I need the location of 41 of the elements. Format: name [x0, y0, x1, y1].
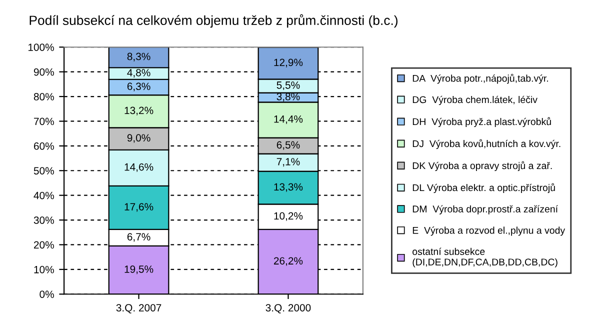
legend-label: DK Výroba a opravy strojů a zař. — [412, 161, 552, 172]
data-label: 26,2% — [274, 257, 303, 266]
y-tick-label: 70% — [34, 118, 54, 126]
data-label: 13,3% — [274, 183, 303, 192]
y-tick-label: 50% — [34, 167, 54, 174]
data-label: 6,7% — [127, 233, 150, 242]
y-tick-label: 30% — [34, 216, 54, 224]
legend-label: DL Výroba elektr. a optic.přístrojů — [412, 183, 555, 194]
legend-label: DM Výroba dopr.prostř.a zařízení — [412, 205, 558, 214]
y-tick-label: 40% — [34, 192, 54, 200]
data-label: 13,2% — [124, 106, 154, 116]
y-tick-label: 90% — [34, 68, 54, 76]
y-tick-label: 0% — [40, 290, 54, 298]
data-label: 17,6% — [124, 203, 154, 212]
legend-label: DA Výroba potr.,nápojů,tab.výr. — [412, 74, 548, 84]
chart-title: Podíl subsekcí na celkovém objemu tržeb z prům.činnosti (b.c.) — [30, 14, 398, 28]
x-tick-label: 3.Q. 2007 — [116, 304, 162, 314]
data-label: 8,3% — [127, 52, 150, 62]
data-label: 9,0% — [127, 134, 150, 143]
legend-label: E Výroba a rozvod el.,plynu a vody — [412, 226, 566, 236]
data-label: 19,5% — [124, 265, 154, 274]
y-tick-label: 20% — [34, 241, 54, 249]
y-tick-label: 100% — [28, 44, 54, 51]
legend-label: DH Výroba pryž.a plast.výrobků — [412, 117, 551, 128]
legend-label: ostatní subsekce (DI,DE,DN,DF,CA,DB,DD,CB,DC) — [412, 248, 558, 268]
data-label: 3,8% — [276, 92, 300, 102]
legend-label: DG Výroba chem.látek, léčiv — [412, 96, 538, 106]
y-tick-label: 10% — [34, 266, 54, 274]
data-label: 12,9% — [274, 58, 303, 68]
data-label: 5,5% — [276, 81, 300, 90]
data-label: 14,4% — [274, 115, 303, 124]
y-tick-label: 80% — [34, 93, 54, 100]
data-label: 14,6% — [124, 163, 154, 172]
data-label: 4,8% — [127, 68, 150, 78]
data-label: 10,2% — [274, 212, 303, 221]
x-tick-label: 3.Q. 2000 — [266, 304, 311, 314]
y-tick-label: 60% — [34, 142, 54, 150]
legend-label: DJ Výroba kovů,hutních a kov.výr. — [412, 139, 560, 150]
data-label: 6,5% — [276, 141, 300, 150]
data-label: 6,3% — [127, 82, 150, 92]
data-label: 7,1% — [276, 158, 300, 167]
